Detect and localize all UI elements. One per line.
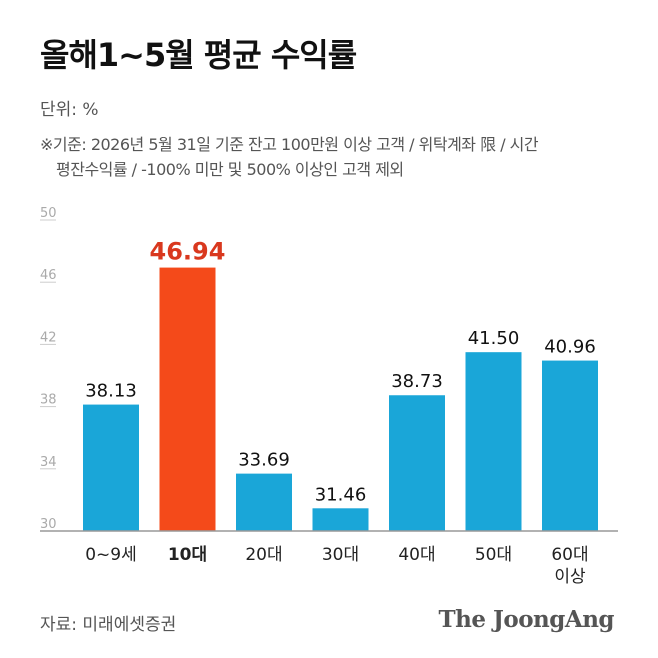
x-category-label: 0~9세: [85, 545, 137, 565]
bar-value-label: 33.69: [238, 450, 290, 471]
bar-value-label: 46.94: [150, 238, 226, 266]
bar: [312, 508, 369, 531]
x-category-label: 이상: [554, 567, 586, 587]
unit-label: 단위: %: [40, 100, 99, 120]
bar-value-label: 31.46: [315, 484, 367, 505]
chart-title: 올해1~5월 평균 수익률: [40, 36, 357, 74]
source-label: 자료: 미래에셋증권: [40, 615, 177, 635]
y-tick-label: 34: [40, 455, 57, 470]
y-tick-label: 30: [40, 517, 57, 532]
bar-value-label: 38.13: [85, 381, 137, 402]
x-category-label: 50대: [475, 545, 512, 565]
x-category-label: 30대: [322, 545, 359, 565]
bar: [236, 473, 292, 531]
bar-value-label: 40.96: [544, 337, 596, 358]
bar: [465, 352, 522, 531]
bar: [83, 404, 139, 531]
y-tick-label: 38: [40, 393, 57, 408]
footnote: ※기준: 2026년 5월 31일 기준 잔고 100만원 이상 고객 / 위탁…: [40, 132, 630, 182]
bar-value-label: 41.50: [468, 328, 520, 349]
x-category-label: 20대: [245, 545, 282, 565]
y-tick-label: 50: [40, 206, 57, 221]
publisher-logo: The JoongAng: [438, 606, 615, 633]
footnote-line-2: 평잔수익률 / -100% 미만 및 500% 이상인 고객 제외: [56, 160, 404, 179]
x-category-label: 10대: [168, 545, 207, 565]
bar-value-label: 38.73: [391, 371, 443, 392]
x-category-label: 60대: [551, 545, 588, 565]
bar: [542, 360, 598, 531]
bar: [389, 395, 445, 531]
y-tick-label: 46: [40, 268, 57, 283]
x-category-label: 40대: [398, 545, 435, 565]
y-tick-label: 42: [40, 330, 57, 345]
footnote-line-1: ※기준: 2026년 5월 31일 기준 잔고 100만원 이상 고객 / 위탁…: [40, 135, 539, 154]
bar: [159, 267, 216, 531]
